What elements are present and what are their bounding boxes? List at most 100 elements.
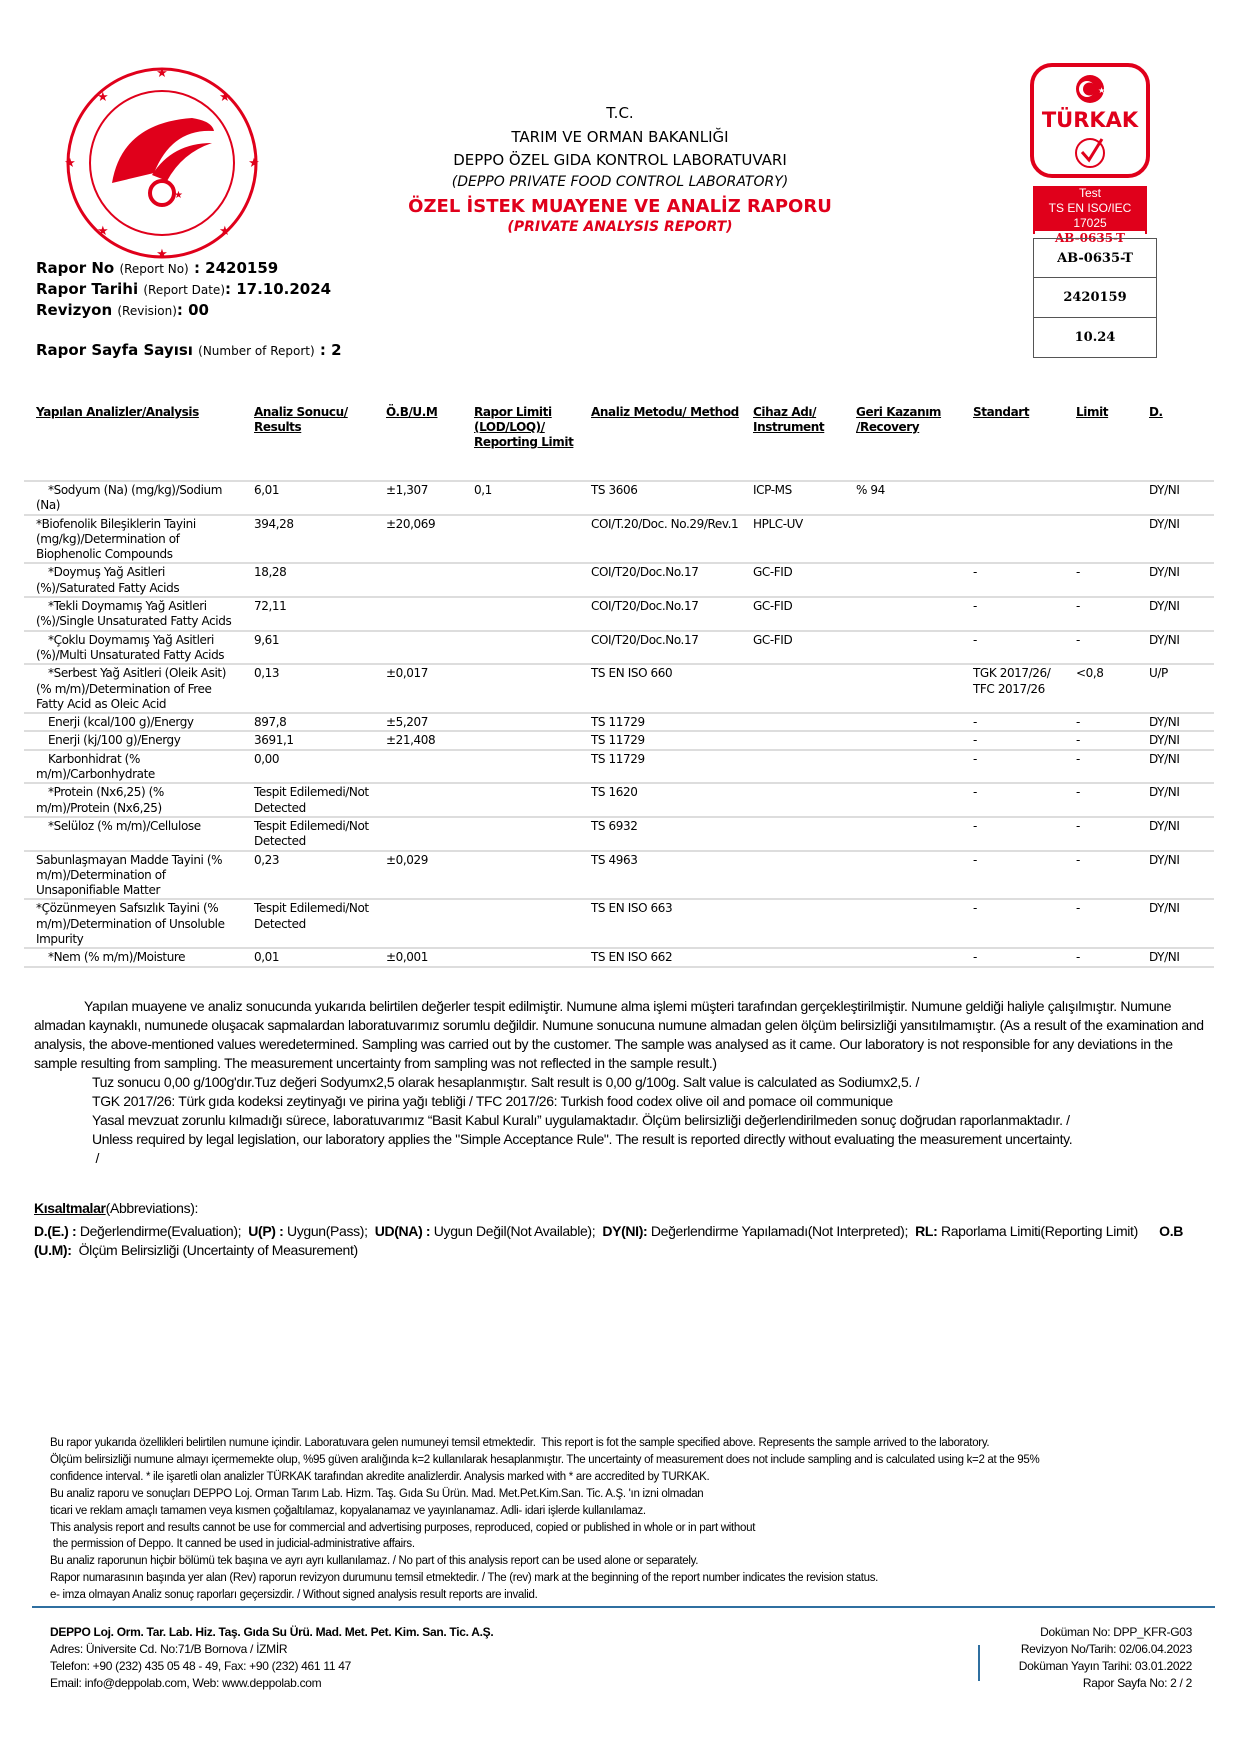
- turkak-logo: ★ TÜRKAK: [1030, 63, 1150, 178]
- table-row: *Serbest Yağ Asitleri (Oleik Asit) (% m/…: [24, 663, 1214, 714]
- svg-text:★: ★: [1098, 86, 1105, 95]
- cell-d: DY/NI: [1137, 782, 1214, 817]
- svg-text:★: ★: [156, 247, 168, 262]
- cell-result: 18,28: [242, 562, 374, 598]
- cell-analysis: *Çözünmeyen Safsızlık Tayini (% m/m)/Det…: [24, 898, 242, 949]
- table-row: *Çözünmeyen Safsızlık Tayini (% m/m)/Det…: [24, 898, 1214, 949]
- report-no-box: 2420159: [1033, 278, 1157, 318]
- cell-limit: [462, 748, 579, 784]
- abbreviation-text: Ölçüm Belirsizliği (Uncertainty of Measu…: [71, 1242, 359, 1258]
- cell-result: Tespit Edilemedi/Not Detected: [242, 815, 374, 851]
- disclaimer-line: confidence interval. * ile işaretli olan…: [50, 1470, 710, 1483]
- cell-limit: [462, 596, 579, 631]
- cell-ob: [374, 596, 462, 631]
- cell-d: DY/NI: [1137, 748, 1214, 784]
- disclaimer-line: This analysis report and results cannot …: [50, 1521, 756, 1534]
- cell-result: 897,8: [242, 712, 374, 732]
- cell-limit: [462, 712, 579, 732]
- header-line1: T.C.: [606, 104, 634, 122]
- footer-doc-no: Doküman No: DPP_KFR-G03: [1040, 1625, 1192, 1639]
- cell-limit: [462, 562, 579, 598]
- cell-d: DY/NI: [1137, 629, 1214, 665]
- cell-recovery: [844, 849, 961, 900]
- svg-text:★: ★: [174, 190, 183, 201]
- cell-standard: -: [961, 782, 1064, 817]
- cell-recovery: [844, 730, 961, 750]
- disclaimer-line: Ölçüm belirsizliği numune almayı içermem…: [50, 1453, 1040, 1466]
- cell-analysis: *Nem (% m/m)/Moisture: [24, 947, 242, 968]
- cell-d: DY/NI: [1137, 849, 1214, 900]
- abbreviations-subtitle: (Abbreviations):: [105, 1200, 199, 1216]
- table-row: Karbonhidrat (% m/m)/Carbonhydrate 0,00 TS…: [24, 748, 1214, 784]
- table-row: *Biofenolik Bileşiklerin Tayini (mg/kg)/…: [24, 513, 1214, 564]
- cell-instrument: GC-FID: [741, 629, 844, 665]
- cell-result: 3691,1: [242, 730, 374, 750]
- results-table: Yapılan Analizler/Analysis Analiz Sonucu/…: [24, 405, 1214, 968]
- cell-limit: [462, 730, 579, 750]
- footer-publish-date: Doküman Yayın Tarihi: 03.01.2022: [1018, 1659, 1193, 1673]
- cell-standard: -: [961, 730, 1064, 750]
- cell-lim: -: [1064, 782, 1137, 817]
- accreditation-no-box: AB-0635-T: [1033, 238, 1157, 278]
- cell-result: 0,01: [242, 947, 374, 968]
- svg-text:★: ★: [219, 90, 231, 105]
- column-header-ob: Ö.B/U.M: [386, 405, 438, 419]
- disclaimer-line: Rapor numarasının başında yer alan (Rev)…: [50, 1572, 879, 1585]
- cell-ob: ±5,207: [374, 712, 462, 732]
- cell-recovery: [844, 513, 961, 564]
- cell-limit: [462, 513, 579, 564]
- cell-result: 394,28: [242, 513, 374, 564]
- cell-recovery: [844, 596, 961, 631]
- cell-method: COI/T20/Doc.No.17: [579, 596, 741, 631]
- cell-standard: -: [961, 947, 1064, 968]
- cell-instrument: [741, 712, 844, 732]
- column-header-recovery: Geri Kazanım /Recovery: [856, 405, 942, 434]
- cell-method: TS 1620: [579, 782, 741, 817]
- header-lab-en: (DEPPO PRIVATE FOOD CONTROL LABORATORY): [451, 174, 789, 190]
- column-header-limit: Rapor Limiti (LOD/LOQ)/ Reporting Limit: [474, 405, 574, 449]
- cell-limit: [462, 898, 579, 949]
- table-row: Sabunlaşmayan Madde Tayini (% m/m)/Deter…: [24, 849, 1214, 900]
- ministry-logo: ★ ★ ★ ★ ★ ★ ★ ★ ★: [64, 66, 260, 262]
- cell-result: 6,01: [242, 480, 374, 515]
- cell-method: TS 3606: [579, 480, 741, 515]
- cell-ob: [374, 748, 462, 784]
- cell-ob: ±0,001: [374, 947, 462, 968]
- cell-analysis: Sabunlaşmayan Madde Tayini (% m/m)/Deter…: [24, 849, 242, 900]
- column-header-analysis: Yapılan Analizler/Analysis: [36, 405, 199, 419]
- cell-analysis: *Protein (Nx6,25) (% m/m)/Protein (Nx6,2…: [24, 782, 242, 817]
- cell-standard: -: [961, 898, 1064, 949]
- abbreviation-key: DY(NI):: [602, 1223, 648, 1239]
- disclaimer-line: ticari ve reklam amaçlı tamamen veya kıs…: [50, 1504, 646, 1517]
- cell-limit: [462, 849, 579, 900]
- abbreviation-text: Uygun Değil(Not Available);: [430, 1223, 603, 1239]
- cell-analysis: Karbonhidrat (% m/m)/Carbonhydrate: [24, 748, 242, 784]
- cell-limit: [462, 815, 579, 851]
- cell-method: TS 11729: [579, 730, 741, 750]
- cell-limit: [462, 782, 579, 817]
- cell-result: 72,11: [242, 596, 374, 631]
- disclaimer-line: Bu rapor yukarıda özellikleri belirtilen…: [50, 1437, 990, 1449]
- disclaimer: Bu rapor yukarıda özellikleri belirtilen…: [50, 1435, 1220, 1604]
- cell-standard: -: [961, 596, 1064, 631]
- accreditation-standard: TS EN ISO/IEC 17025: [1048, 201, 1132, 230]
- cell-lim: -: [1064, 712, 1137, 732]
- svg-text:★: ★: [97, 90, 109, 105]
- cell-result: Tespit Edilemedi/Not Detected: [242, 898, 374, 949]
- report-date: Rapor Tarihi (Report Date): 17.10.2024: [36, 280, 332, 298]
- cell-ob: [374, 629, 462, 665]
- turkak-wordmark: TÜRKAK: [1042, 107, 1139, 132]
- table-header-row: Yapılan Analizler/Analysis Analiz Sonucu/…: [24, 405, 1214, 481]
- cell-ob: [374, 815, 462, 851]
- cell-standard: -: [961, 815, 1064, 851]
- header-lab: DEPPO ÖZEL GIDA KONTROL LABORATUVARI: [453, 151, 787, 169]
- cell-ob: [374, 782, 462, 817]
- cell-lim: -: [1064, 815, 1137, 851]
- table-row: *Çoklu Doymamış Yağ Asitleri (%)/Multi U…: [24, 629, 1214, 665]
- cell-analysis: *Doymuş Yağ Asitleri (%)/Saturated Fatty…: [24, 562, 242, 598]
- cell-lim: -: [1064, 898, 1137, 949]
- cell-recovery: [844, 898, 961, 949]
- table-row: *Protein (Nx6,25) (% m/m)/Protein (Nx6,2…: [24, 782, 1214, 817]
- table-row: *Sodyum (Na) (mg/kg)/Sodium (Na) 6,01 ±1,3…: [24, 480, 1214, 515]
- footer-phone: Telefon: +90 (232) 435 05 48 - 49, Fax: …: [50, 1659, 351, 1673]
